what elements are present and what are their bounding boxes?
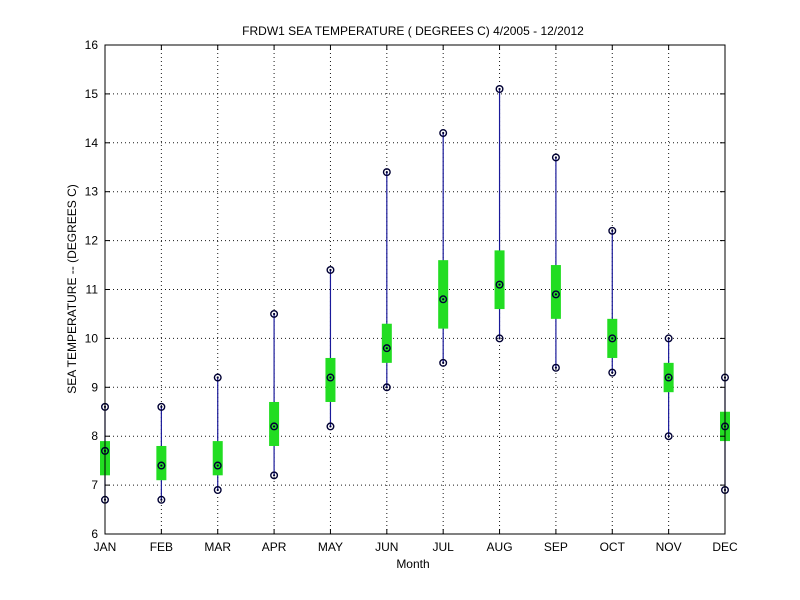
y-tick-label: 6 xyxy=(91,527,98,541)
y-tick-label: 15 xyxy=(85,87,99,101)
y-tick-label: 9 xyxy=(91,380,98,394)
median-marker xyxy=(608,334,617,343)
min-marker xyxy=(495,334,504,343)
min-marker-center xyxy=(442,361,445,364)
x-tick-label: NOV xyxy=(656,540,682,554)
min-marker-center xyxy=(611,371,614,374)
iqr-box xyxy=(156,445,167,481)
iqr-box xyxy=(550,265,561,319)
min-marker xyxy=(608,368,617,377)
max-marker xyxy=(157,402,166,411)
median-marker xyxy=(551,290,560,299)
max-marker xyxy=(495,85,504,94)
max-marker xyxy=(213,373,222,382)
y-tick-label: 7 xyxy=(91,478,98,492)
min-marker xyxy=(213,485,222,494)
y-tick-label: 14 xyxy=(85,136,99,150)
iqr-box xyxy=(325,357,336,402)
min-marker xyxy=(157,495,166,504)
max-marker xyxy=(664,334,673,343)
grid xyxy=(105,45,725,534)
x-tick-label: AUG xyxy=(487,540,513,554)
x-tick-label: APR xyxy=(262,540,287,554)
x-axis-label: Month xyxy=(396,557,429,571)
max-marker xyxy=(551,153,560,162)
iqr-box xyxy=(269,401,280,446)
median-marker xyxy=(326,373,335,382)
min-marker-center xyxy=(498,337,501,340)
median-marker xyxy=(495,280,504,289)
max-marker-center xyxy=(667,337,670,340)
median-marker xyxy=(664,373,673,382)
median-marker-center xyxy=(385,347,388,350)
x-tick-label: JAN xyxy=(94,540,117,554)
max-marker-center xyxy=(272,312,276,316)
x-tick-label: JUN xyxy=(375,540,398,554)
min-marker xyxy=(270,471,279,480)
x-tick-label: DEC xyxy=(712,540,738,554)
y-tick-label: 12 xyxy=(85,234,99,248)
median-marker-center xyxy=(611,337,614,340)
median-marker-center xyxy=(498,283,501,286)
median-marker xyxy=(157,461,166,470)
max-marker xyxy=(270,309,279,318)
median-marker-center xyxy=(216,464,219,467)
max-marker-center xyxy=(554,156,558,159)
y-axis-label: SEA TEMPERATURE -- (DEGREES C) xyxy=(65,184,79,394)
max-marker xyxy=(608,226,617,235)
min-marker-center xyxy=(385,386,388,389)
median-marker-center xyxy=(272,425,276,428)
median-marker-center xyxy=(329,376,332,379)
median-marker-center xyxy=(667,376,670,379)
chart-title: FRDW1 SEA TEMPERATURE ( DEGREES C) 4/200… xyxy=(242,24,584,38)
min-marker-center xyxy=(329,425,332,428)
x-tick-label: JUL xyxy=(433,540,455,554)
y-tick-label: 13 xyxy=(85,185,99,199)
median-marker xyxy=(270,422,279,431)
iqr-box xyxy=(212,441,223,476)
y-tick-label: 10 xyxy=(85,331,99,345)
max-marker-center xyxy=(385,171,388,174)
min-marker-center xyxy=(667,435,670,438)
y-axis: 6 7 8 9 10 11 12 13 14 15 16 xyxy=(85,38,725,541)
max-marker xyxy=(326,265,335,274)
y-tick-label: 16 xyxy=(85,38,99,52)
median-marker-center xyxy=(554,293,558,296)
x-tick-label: OCT xyxy=(600,540,626,554)
max-marker-center xyxy=(160,405,163,408)
min-marker-center xyxy=(272,474,276,477)
max-marker xyxy=(439,129,448,138)
median-marker-center xyxy=(160,464,163,467)
y-tick-label: 8 xyxy=(91,429,98,443)
iqr-box xyxy=(494,250,505,310)
min-marker xyxy=(439,358,448,367)
plot-area xyxy=(100,85,730,504)
x-tick-label: FEB xyxy=(150,540,173,554)
median-marker-center xyxy=(442,298,445,301)
min-marker xyxy=(551,363,560,372)
max-marker-center xyxy=(611,229,614,232)
x-tick-label: MAR xyxy=(204,540,231,554)
y-tick-label: 11 xyxy=(86,283,99,297)
min-marker-center xyxy=(216,488,219,492)
min-marker xyxy=(382,383,391,392)
min-marker-center xyxy=(160,498,163,501)
min-marker xyxy=(326,422,335,431)
max-marker-center xyxy=(329,268,332,272)
x-axis: JAN FEB MAR APR MAY JUN JUL AUG SEP OCT NOV DEC xyxy=(94,45,738,554)
median-marker xyxy=(213,461,222,470)
min-marker xyxy=(664,432,673,441)
max-marker-center xyxy=(216,376,219,379)
min-marker-center xyxy=(554,366,558,369)
x-tick-label: SEP xyxy=(544,540,568,554)
max-marker-center xyxy=(498,87,501,91)
max-marker xyxy=(382,168,391,177)
iqr-box xyxy=(381,323,392,363)
iqr-box xyxy=(438,260,449,329)
median-marker xyxy=(439,295,448,304)
max-marker-center xyxy=(442,131,445,135)
median-marker xyxy=(382,344,391,353)
x-tick-label: MAY xyxy=(318,540,343,554)
